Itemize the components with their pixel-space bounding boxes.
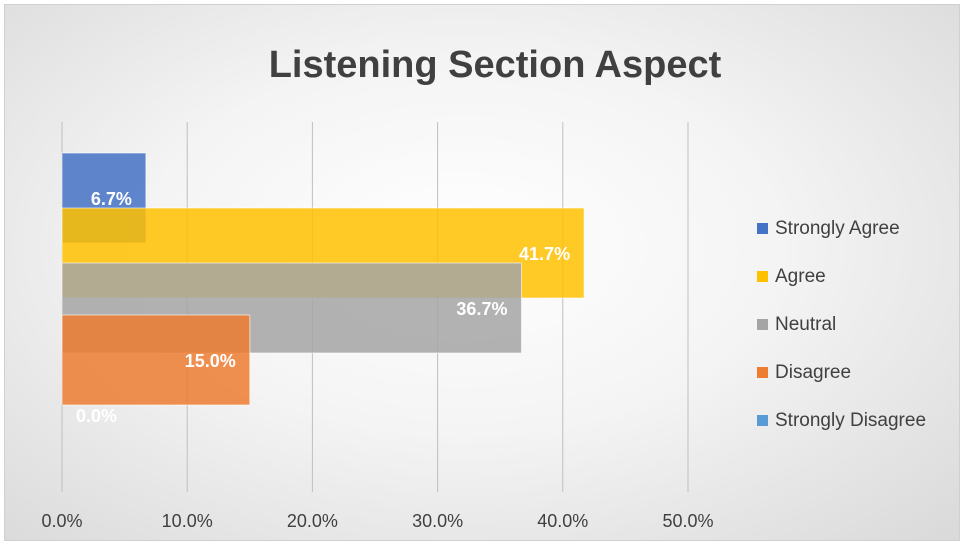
legend: Strongly Agree Agree Neutral Disagree Strong… xyxy=(757,218,926,431)
legend-swatch xyxy=(757,367,768,378)
x-tick-label: 40.0% xyxy=(537,511,588,531)
legend-label: Strongly Agree xyxy=(775,218,900,239)
data-label: 6.7% xyxy=(91,189,132,209)
legend-label: Strongly Disagree xyxy=(775,410,926,431)
data-label: 41.7% xyxy=(519,244,570,264)
x-tick-label: 0.0% xyxy=(41,511,82,531)
x-tick-label: 10.0% xyxy=(162,511,213,531)
x-tick-label: 50.0% xyxy=(662,511,713,531)
data-label: 0.0% xyxy=(76,406,117,426)
chart-frame: Listening Section Aspect 6.7% 41.7% 36.7% 1… xyxy=(4,4,960,541)
x-tick-label: 20.0% xyxy=(287,511,338,531)
chart-title: Listening Section Aspect xyxy=(269,44,722,86)
legend-swatch xyxy=(757,271,768,282)
bars xyxy=(61,152,585,406)
legend-label: Agree xyxy=(775,266,826,287)
legend-swatch xyxy=(757,415,768,426)
x-axis-ticks: 0.0% 10.0% 20.0% 30.0% 40.0% 50.0% xyxy=(41,511,713,531)
legend-label: Disagree xyxy=(775,362,851,383)
data-label: 36.7% xyxy=(456,299,507,319)
data-label: 15.0% xyxy=(185,351,236,371)
legend-swatch xyxy=(757,223,768,234)
data-labels: 6.7% 41.7% 36.7% 15.0% 0.0% xyxy=(76,189,570,426)
x-tick-label: 30.0% xyxy=(412,511,463,531)
bar-chart: Listening Section Aspect 6.7% 41.7% 36.7% 1… xyxy=(41,44,926,531)
bar-disagree xyxy=(61,314,251,406)
legend-label: Neutral xyxy=(775,314,836,335)
legend-swatch xyxy=(757,319,768,330)
